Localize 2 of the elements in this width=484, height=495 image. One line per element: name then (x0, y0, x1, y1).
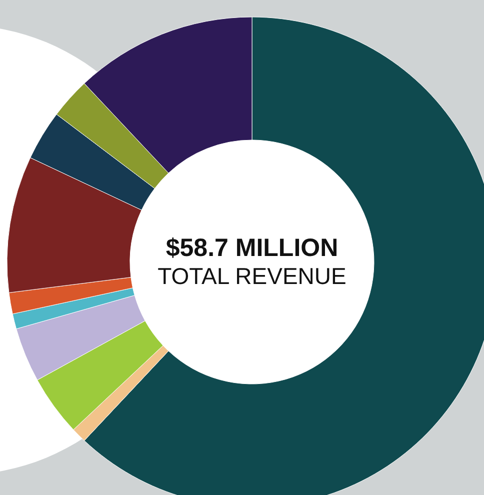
text: $58.7 MILLION (166, 234, 338, 262)
text: TOTAL REVENUE (158, 263, 346, 289)
